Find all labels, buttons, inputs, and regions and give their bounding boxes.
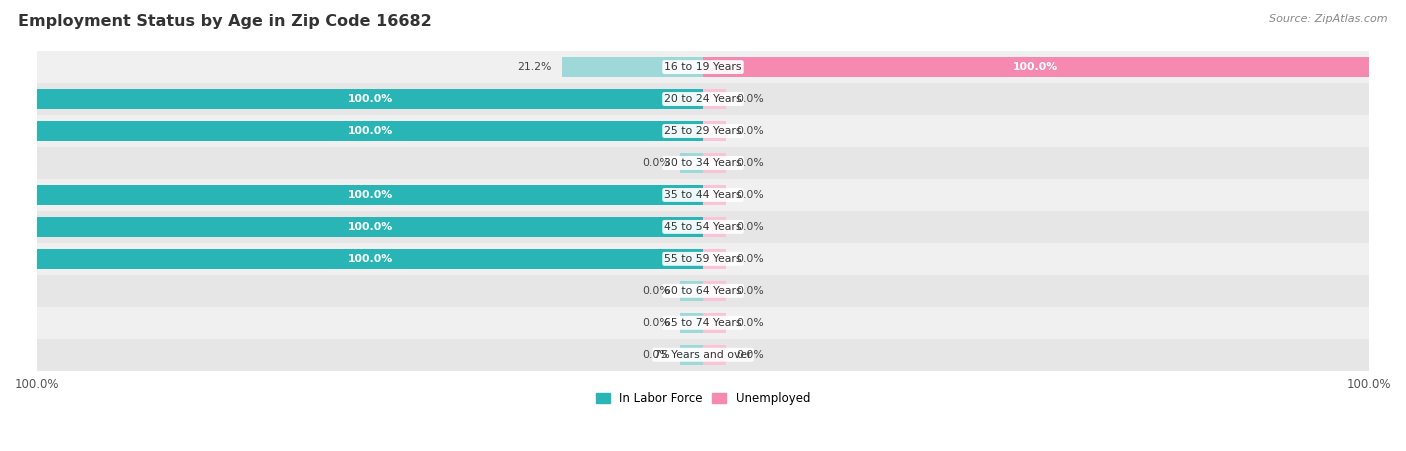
Bar bbox=[37, 249, 703, 269]
Bar bbox=[703, 89, 727, 109]
Text: 16 to 19 Years: 16 to 19 Years bbox=[664, 62, 742, 72]
Text: 100.0%: 100.0% bbox=[347, 94, 392, 104]
Text: 0.0%: 0.0% bbox=[737, 158, 763, 168]
Text: 21.2%: 21.2% bbox=[517, 62, 553, 72]
Text: 100.0%: 100.0% bbox=[347, 190, 392, 200]
Text: 25 to 29 Years: 25 to 29 Years bbox=[664, 126, 742, 136]
Bar bbox=[37, 211, 1369, 243]
Legend: In Labor Force, Unemployed: In Labor Force, Unemployed bbox=[591, 387, 815, 410]
Bar bbox=[679, 313, 703, 333]
Text: 0.0%: 0.0% bbox=[737, 222, 763, 232]
Bar bbox=[37, 121, 703, 141]
Text: 0.0%: 0.0% bbox=[643, 158, 669, 168]
Text: Source: ZipAtlas.com: Source: ZipAtlas.com bbox=[1270, 14, 1388, 23]
Text: 0.0%: 0.0% bbox=[737, 94, 763, 104]
Text: 0.0%: 0.0% bbox=[737, 286, 763, 296]
Text: 60 to 64 Years: 60 to 64 Years bbox=[664, 286, 742, 296]
Text: 75 Years and over: 75 Years and over bbox=[654, 350, 752, 360]
Text: 30 to 34 Years: 30 to 34 Years bbox=[664, 158, 742, 168]
Bar bbox=[37, 51, 1369, 83]
Bar bbox=[562, 57, 703, 77]
Bar bbox=[37, 89, 703, 109]
Text: 0.0%: 0.0% bbox=[643, 286, 669, 296]
Text: 65 to 74 Years: 65 to 74 Years bbox=[664, 318, 742, 328]
Text: Employment Status by Age in Zip Code 16682: Employment Status by Age in Zip Code 166… bbox=[18, 14, 432, 28]
Text: 0.0%: 0.0% bbox=[737, 126, 763, 136]
Bar bbox=[703, 57, 1369, 77]
Bar bbox=[37, 243, 1369, 275]
Text: 0.0%: 0.0% bbox=[737, 350, 763, 360]
Bar bbox=[37, 275, 1369, 307]
Text: 0.0%: 0.0% bbox=[643, 350, 669, 360]
Bar bbox=[703, 153, 727, 173]
Text: 35 to 44 Years: 35 to 44 Years bbox=[664, 190, 742, 200]
Bar bbox=[703, 345, 727, 365]
Bar bbox=[37, 339, 1369, 371]
Text: 100.0%: 100.0% bbox=[347, 254, 392, 264]
Text: 0.0%: 0.0% bbox=[737, 254, 763, 264]
Text: 100.0%: 100.0% bbox=[1014, 62, 1059, 72]
Bar bbox=[37, 307, 1369, 339]
Bar bbox=[37, 147, 1369, 179]
Bar bbox=[679, 281, 703, 301]
Bar bbox=[679, 153, 703, 173]
Bar bbox=[37, 179, 1369, 211]
Bar bbox=[679, 345, 703, 365]
Bar bbox=[703, 185, 727, 205]
Bar bbox=[703, 217, 727, 237]
Bar bbox=[37, 115, 1369, 147]
Bar bbox=[703, 281, 727, 301]
Bar bbox=[37, 185, 703, 205]
Text: 100.0%: 100.0% bbox=[347, 222, 392, 232]
Bar bbox=[703, 313, 727, 333]
Text: 0.0%: 0.0% bbox=[737, 190, 763, 200]
Bar bbox=[703, 249, 727, 269]
Text: 100.0%: 100.0% bbox=[347, 126, 392, 136]
Text: 0.0%: 0.0% bbox=[643, 318, 669, 328]
Bar bbox=[703, 121, 727, 141]
Text: 45 to 54 Years: 45 to 54 Years bbox=[664, 222, 742, 232]
Bar bbox=[37, 217, 703, 237]
Text: 55 to 59 Years: 55 to 59 Years bbox=[664, 254, 742, 264]
Text: 0.0%: 0.0% bbox=[737, 318, 763, 328]
Text: 20 to 24 Years: 20 to 24 Years bbox=[664, 94, 742, 104]
Bar bbox=[37, 83, 1369, 115]
